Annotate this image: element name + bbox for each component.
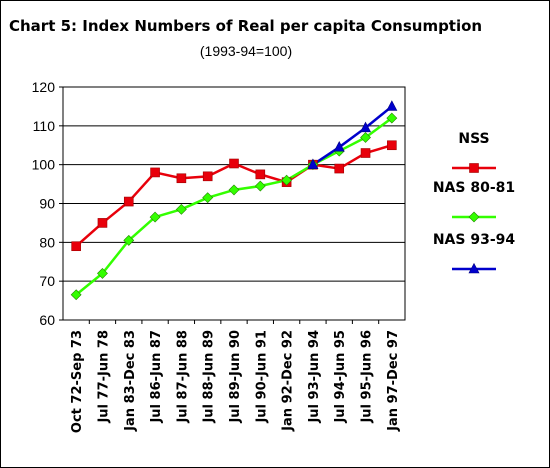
data-point-nas-93-94 bbox=[307, 158, 319, 169]
legend-marker-nss bbox=[469, 163, 479, 173]
x-tick-label: Jul 90-Jun 91 bbox=[254, 330, 269, 424]
y-tick-label: 70 bbox=[39, 273, 55, 289]
y-tick-label: 60 bbox=[39, 312, 55, 328]
y-tick-label: 80 bbox=[39, 234, 55, 250]
x-tick-label: Jul 86-Jun 87 bbox=[149, 330, 164, 424]
data-point-nas-80-81 bbox=[70, 289, 82, 301]
data-point-nas-93-94 bbox=[386, 100, 398, 111]
legend-marker-nas-80-81 bbox=[468, 211, 480, 223]
x-tick-label: Jul 89-Jun 90 bbox=[228, 330, 243, 424]
y-tick-label: 100 bbox=[32, 157, 56, 173]
data-point-nas-80-81 bbox=[360, 132, 371, 143]
data-point-nas-93-94 bbox=[360, 121, 372, 133]
x-tick-label: Jul 87-Jun 88 bbox=[175, 330, 190, 424]
data-point-nas-80-81 bbox=[97, 267, 108, 279]
data-point-nas-93-94 bbox=[333, 141, 345, 152]
legend-label-nas-93-94: NAS 93-94 bbox=[433, 232, 516, 248]
data-point-nas-80-81 bbox=[123, 234, 135, 246]
y-tick-label: 120 bbox=[32, 79, 56, 95]
data-point-nss bbox=[202, 171, 213, 182]
x-tick-label: Jan 97-Dec 97 bbox=[386, 330, 401, 432]
data-point-nas-80-81 bbox=[175, 203, 187, 215]
legend-label-nss: NSS bbox=[458, 131, 489, 147]
x-tick-label: Jul 77-Jun 78 bbox=[96, 330, 111, 424]
series-line-nas-93-94 bbox=[312, 105, 393, 166]
data-point-nss bbox=[229, 158, 239, 169]
x-tick-label: Jul 93-Jun 94 bbox=[307, 330, 322, 424]
data-point-nas-80-81 bbox=[254, 180, 266, 192]
legend-label-nas-80-81: NAS 80-81 bbox=[433, 180, 515, 196]
data-point-nss bbox=[255, 169, 266, 180]
legend-marker-nas-93-94 bbox=[468, 262, 480, 274]
y-tick-label: 110 bbox=[33, 118, 56, 134]
x-tick-label: Jul 88-Jun 89 bbox=[202, 330, 217, 424]
data-point-nss bbox=[71, 241, 81, 252]
data-point-nss bbox=[387, 140, 397, 151]
x-tick-label: Jan 83-Dec 83 bbox=[123, 330, 138, 432]
data-point-nss bbox=[176, 173, 187, 184]
y-tick-label: 90 bbox=[39, 196, 55, 212]
x-tick-label: Jul 94-Jun 95 bbox=[333, 330, 348, 424]
x-tick-label: Jan 92-Dec 92 bbox=[281, 330, 296, 432]
data-point-nss bbox=[123, 196, 134, 207]
data-point-nas-80-81 bbox=[228, 184, 240, 196]
data-point-nas-80-81 bbox=[149, 211, 161, 223]
x-tick-label: Jul 95-Jun 96 bbox=[360, 330, 375, 424]
data-point-nas-80-81 bbox=[281, 174, 293, 186]
data-point-nss bbox=[334, 163, 345, 174]
data-point-nas-80-81 bbox=[202, 192, 214, 204]
data-point-nss bbox=[97, 218, 108, 228]
data-point-nss bbox=[360, 148, 371, 158]
data-point-nas-80-81 bbox=[386, 112, 398, 124]
chart-title: Chart 5: Index Numbers of Real per capit… bbox=[9, 17, 483, 35]
x-tick-label: Oct 72-Sep 73 bbox=[70, 330, 85, 433]
chart-subtitle: (1993-94=100) bbox=[199, 43, 293, 59]
data-point-nss bbox=[150, 167, 160, 178]
